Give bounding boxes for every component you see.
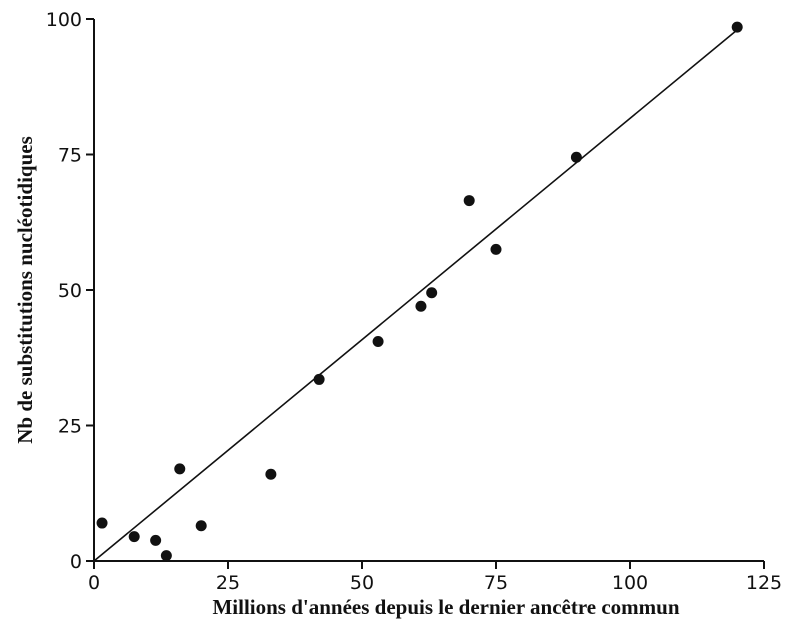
y-axis-label: Nb de substitutions nucléotidiques <box>13 136 37 444</box>
data-point <box>96 517 108 529</box>
x-axis-label: Millions d'années depuis le dernier ancê… <box>212 595 679 619</box>
y-tick-label: 100 <box>46 9 82 31</box>
data-point <box>150 534 162 546</box>
trendline <box>93 29 738 562</box>
x-tick-label: 125 <box>746 572 782 594</box>
y-tick-label: 0 <box>70 551 82 573</box>
data-point <box>160 550 172 562</box>
data-point <box>426 287 438 299</box>
data-point <box>265 468 277 480</box>
x-tick-label: 25 <box>216 572 240 594</box>
y-tick-label: 75 <box>58 145 82 167</box>
data-point <box>415 300 427 312</box>
x-tick-label: 0 <box>88 572 100 594</box>
data-point <box>313 373 325 385</box>
y-ticks: 0 25 50 75 100 <box>46 9 94 573</box>
x-tick-label: 100 <box>612 572 648 594</box>
y-tick-label: 50 <box>58 280 82 302</box>
data-point <box>463 195 475 207</box>
data-point <box>128 531 140 543</box>
data-point <box>372 335 384 347</box>
data-point <box>570 151 582 163</box>
data-point <box>195 520 207 532</box>
x-ticks: 0 25 50 75 100 125 <box>88 561 782 594</box>
x-tick-label: 75 <box>484 572 508 594</box>
data-points <box>96 21 743 562</box>
data-point <box>731 21 743 33</box>
x-tick-label: 50 <box>350 572 374 594</box>
trendline-group <box>93 29 738 562</box>
data-point <box>174 463 186 475</box>
data-point <box>490 243 502 255</box>
y-tick-label: 25 <box>58 416 82 438</box>
